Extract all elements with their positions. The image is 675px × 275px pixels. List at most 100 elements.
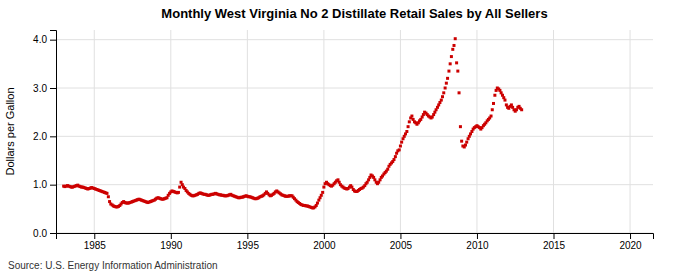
- point: [394, 155, 397, 158]
- point: [453, 44, 456, 47]
- tick-label: 1990: [160, 240, 183, 251]
- tick-label: 2000: [313, 240, 336, 251]
- tick-label: 3.0: [33, 83, 47, 94]
- axis-line: [57, 234, 654, 240]
- grid-line: [476, 30, 477, 233]
- point: [520, 108, 523, 111]
- point: [464, 144, 467, 147]
- tick-mark: [50, 185, 56, 186]
- axis-line: [50, 31, 57, 234]
- tick: 2000: [313, 233, 336, 251]
- point: [446, 77, 449, 80]
- point: [503, 99, 506, 102]
- grid-line: [94, 30, 95, 233]
- tick-label: 2.0: [33, 131, 47, 142]
- point: [465, 141, 468, 144]
- point: [320, 194, 323, 197]
- tick-mark: [94, 233, 95, 239]
- point: [490, 115, 493, 118]
- point: [392, 158, 395, 161]
- point: [491, 108, 494, 111]
- annotation: Source: U.S. Energy Information Administ…: [8, 260, 218, 271]
- tick-label: 1995: [237, 240, 260, 251]
- chart: 1985 1990 1995 2000 2005 2010 2015 2020 0.0 1.0 2.…: [0, 0, 675, 275]
- point: [316, 202, 319, 205]
- grid: [56, 30, 653, 233]
- grid-line: [56, 39, 653, 40]
- tick-label: 1985: [84, 240, 107, 251]
- point: [444, 87, 447, 90]
- tick-mark: [50, 233, 56, 234]
- grid-line: [56, 184, 653, 185]
- y-axis-title: Dollars per Gallon: [4, 87, 16, 175]
- tick: 1985: [84, 233, 107, 251]
- tick-label: 2005: [390, 240, 413, 251]
- grid-line: [247, 30, 248, 233]
- tick-label: 4.0: [33, 34, 47, 45]
- point: [400, 141, 403, 144]
- tick: 2010: [466, 233, 489, 251]
- point: [449, 62, 452, 65]
- y-axis: 0.0 1.0 2.0 3.0 4.0: [33, 31, 56, 239]
- grid-line: [170, 30, 171, 233]
- point: [405, 130, 408, 133]
- tick: 2.0: [33, 131, 56, 142]
- tick-label: 0.0: [33, 228, 47, 239]
- grid-line: [553, 30, 554, 233]
- tick-label: 2020: [619, 240, 642, 251]
- tick-mark: [477, 233, 478, 239]
- tick-mark: [50, 136, 56, 137]
- point: [408, 120, 411, 123]
- tick-label: 1.0: [33, 179, 47, 190]
- point: [410, 115, 413, 118]
- point: [455, 61, 458, 64]
- grid-line: [56, 136, 653, 137]
- tick-mark: [554, 233, 555, 239]
- point: [458, 91, 461, 94]
- tick: 2015: [543, 233, 566, 251]
- point: [177, 191, 180, 194]
- point: [399, 145, 402, 148]
- point: [459, 125, 462, 128]
- point: [445, 82, 448, 85]
- tick-mark: [171, 233, 172, 239]
- points: [62, 37, 523, 209]
- title: Monthly West Virginia No 2 Distillate Re…: [161, 6, 547, 21]
- grid-line: [400, 30, 401, 233]
- grid-line: [630, 30, 631, 233]
- tick: 1995: [237, 233, 260, 251]
- grid-line: [56, 88, 653, 89]
- tick-mark: [50, 88, 56, 89]
- point: [322, 186, 325, 189]
- tick: 4.0: [33, 34, 56, 45]
- tick: 0.0: [33, 228, 56, 239]
- point: [441, 95, 444, 98]
- grid-line: [323, 30, 324, 233]
- tick: 2005: [390, 233, 413, 251]
- tick-mark: [324, 233, 325, 239]
- point: [321, 191, 324, 194]
- x-axis: 1985 1990 1995 2000 2005 2010 2015 2020: [57, 233, 654, 251]
- point: [107, 195, 110, 198]
- point: [451, 48, 454, 51]
- point: [178, 186, 181, 189]
- tick-label: 2010: [466, 240, 489, 251]
- point: [386, 168, 389, 171]
- tick: 3.0: [33, 83, 56, 94]
- point: [440, 99, 443, 102]
- tick: 1.0: [33, 179, 56, 190]
- point: [442, 91, 445, 94]
- tick: 1990: [160, 233, 183, 251]
- point: [447, 70, 450, 73]
- tick-mark: [630, 233, 631, 239]
- point: [492, 102, 495, 105]
- point: [493, 94, 496, 97]
- point: [454, 37, 457, 40]
- point: [450, 55, 453, 58]
- point: [105, 192, 108, 195]
- tick-mark: [247, 233, 248, 239]
- point: [407, 125, 410, 128]
- tick: 2020: [619, 233, 642, 251]
- point: [456, 70, 459, 73]
- tick-mark: [50, 40, 56, 41]
